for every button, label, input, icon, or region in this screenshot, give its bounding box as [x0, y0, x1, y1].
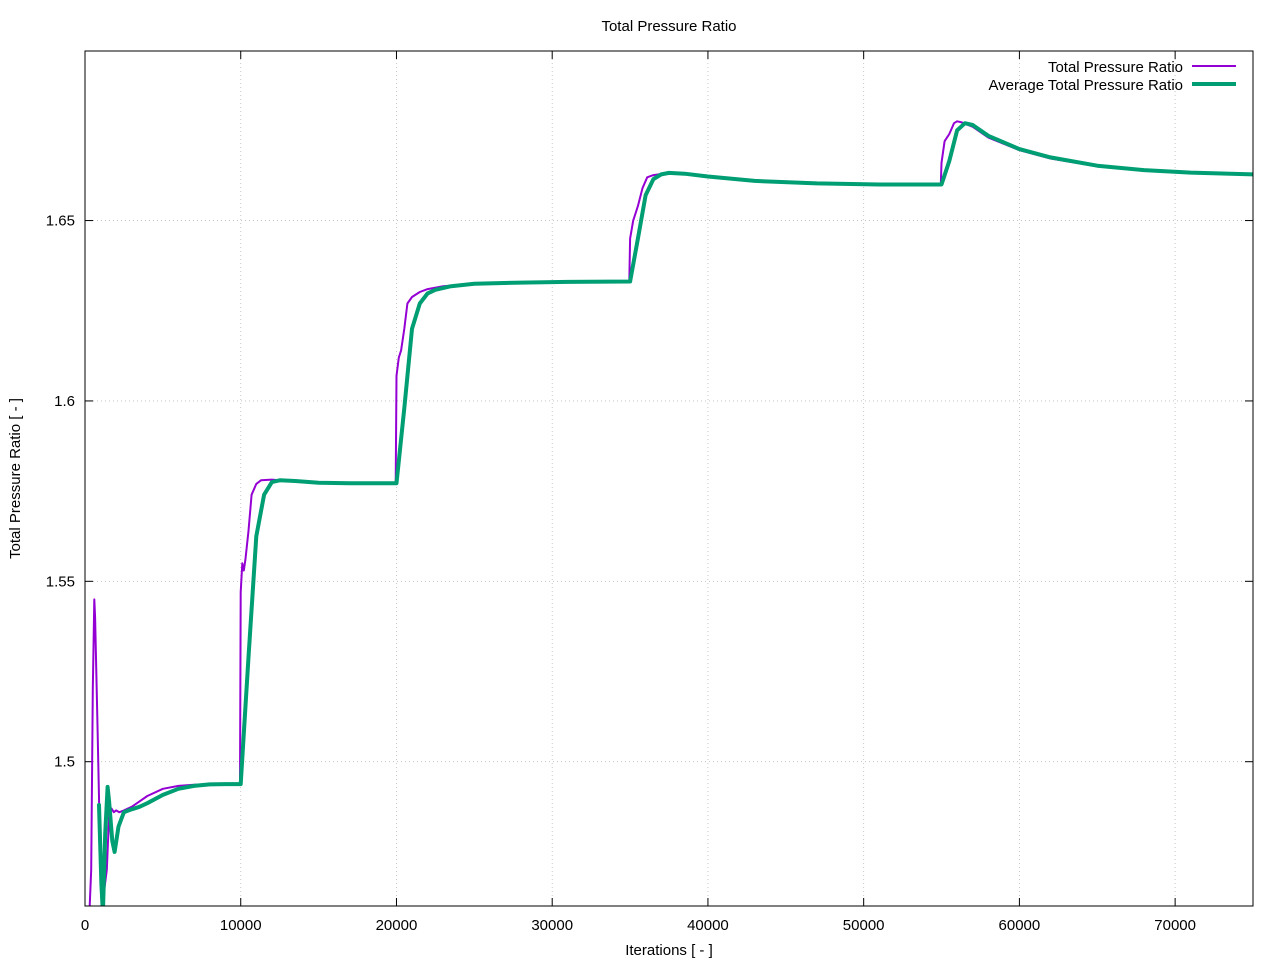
- x-tick-label: 60000: [999, 917, 1041, 934]
- x-tick-label: 70000: [1154, 917, 1196, 934]
- legend: Total Pressure Ratio Average Total Press…: [988, 59, 1236, 94]
- y-tick-label: 1.55: [46, 573, 75, 590]
- y-axis-label: Total Pressure Ratio [ - ]: [7, 398, 24, 559]
- x-tick-label: 30000: [531, 917, 573, 934]
- x-tick-label: 0: [81, 917, 89, 934]
- plot-frame: [84, 50, 1254, 907]
- legend-label-total-pressure-ratio: Total Pressure Ratio: [1048, 59, 1183, 76]
- chart-title: Total Pressure Ratio: [601, 18, 736, 35]
- x-tick-label: 10000: [220, 917, 262, 934]
- y-tick-label: 1.5: [54, 754, 75, 771]
- x-axis-label: Iterations [ - ]: [625, 942, 713, 959]
- x-tick-label: 50000: [843, 917, 885, 934]
- x-tick-labels: 0 10000 20000 30000 40000 50000 60000 70000: [81, 917, 1196, 934]
- plot-series: [88, 120, 1253, 906]
- y-tick-label: 1.65: [46, 213, 75, 230]
- legend-label-average-total-pressure-ratio: Average Total Pressure Ratio: [988, 77, 1183, 94]
- x-tick-label: 40000: [687, 917, 729, 934]
- series-line-average-total-pressure-ratio: [97, 121, 1253, 906]
- x-tick-label: 20000: [376, 917, 418, 934]
- y-tick-label: 1.6: [54, 393, 75, 410]
- y-tick-labels: 1.5 1.55 1.6 1.65: [46, 213, 75, 771]
